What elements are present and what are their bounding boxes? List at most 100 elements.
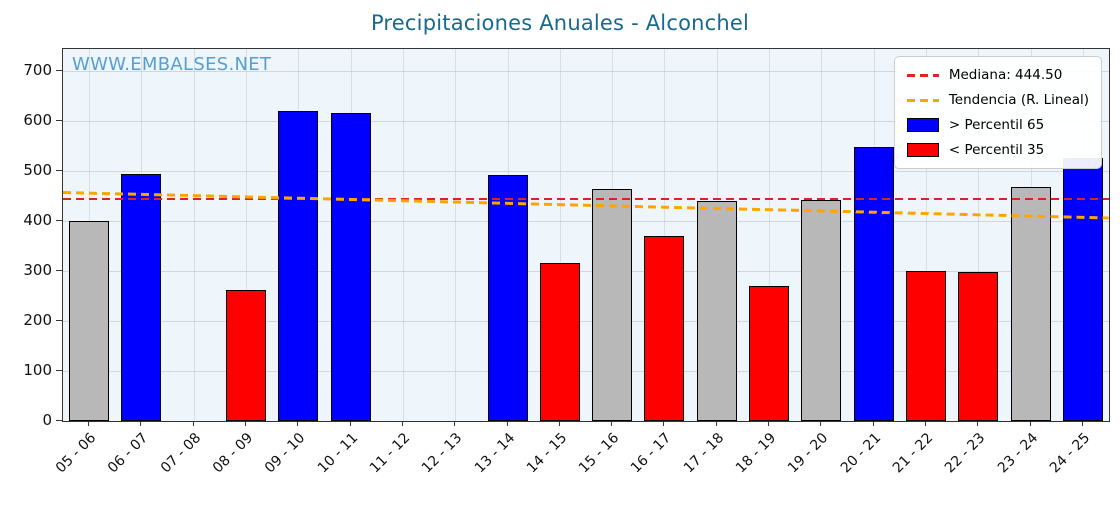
x-tick-mark: [192, 421, 194, 426]
bar-06-07: [121, 173, 162, 421]
y-tick-mark: [56, 70, 62, 71]
high-percentile-swatch: [906, 118, 939, 132]
gridline-v: [246, 49, 248, 421]
x-tick-mark: [245, 421, 247, 426]
x-tick-mark: [454, 421, 456, 426]
x-tick-label: 15 - 16: [576, 430, 623, 477]
y-tick-mark: [56, 170, 62, 171]
bar-20-21: [853, 147, 894, 421]
x-tick-mark: [1029, 421, 1031, 426]
x-tick-label: 20 - 21: [837, 430, 884, 477]
y-tick-label: 300: [23, 261, 52, 279]
x-tick-label: 23 - 24: [994, 430, 1041, 477]
chart-title: Precipitaciones Anuales - Alconchel: [370, 11, 750, 35]
x-tick-label: 12 - 13: [419, 430, 466, 477]
median-line: [63, 197, 1109, 200]
legend-low-label: < Percentil 35: [948, 142, 1045, 158]
x-tick-mark: [1081, 421, 1083, 426]
gridline-v: [193, 49, 195, 421]
bar-17-18: [696, 201, 737, 421]
y-tick-label: 500: [23, 161, 52, 179]
bar-23-24: [1010, 186, 1051, 421]
gridline-h: [63, 171, 1109, 172]
legend-item-trend: Tendencia (R. Lineal): [906, 92, 1089, 108]
legend-item-median: Mediana: 444.50: [906, 67, 1089, 83]
bar-05-06: [69, 221, 110, 421]
gridline-h: [63, 321, 1109, 322]
x-tick-label: 16 - 17: [628, 430, 675, 477]
legend-median-label: Mediana: 444.50: [948, 67, 1063, 83]
gridline-h: [63, 371, 1109, 372]
x-tick-mark: [349, 421, 351, 426]
y-tick-label: 700: [23, 61, 52, 79]
x-tick-mark: [820, 421, 822, 426]
y-tick-mark: [56, 320, 62, 321]
y-tick-mark: [56, 220, 62, 221]
gridline-v: [925, 49, 927, 421]
bar-09-10: [278, 110, 319, 421]
legend-item-low: < Percentil 35: [906, 142, 1089, 158]
x-tick-label: 14 - 15: [523, 430, 571, 477]
bar-15-16: [592, 189, 633, 421]
watermark: WWW.EMBALSES.NET: [72, 54, 272, 75]
x-tick-label: 18 - 19: [732, 430, 780, 477]
x-tick-mark: [88, 421, 90, 426]
bar-22-23: [958, 272, 999, 421]
bar-14-15: [539, 262, 580, 421]
median-line-swatch: [906, 73, 939, 77]
legend: Mediana: 444.50 Tendencia (R. Lineal) > …: [893, 56, 1102, 169]
x-tick-label: 08 - 09: [209, 430, 257, 477]
x-tick-mark: [401, 421, 403, 426]
x-tick-mark: [663, 421, 665, 426]
x-tick-mark: [768, 421, 770, 426]
x-tick-label: 06 - 07: [105, 430, 152, 477]
x-tick-mark: [977, 421, 979, 426]
y-tick-mark: [56, 420, 62, 421]
plot-area: WWW.EMBALSES.NET Mediana: 444.50 Tendenc…: [62, 48, 1110, 422]
y-tick-mark: [56, 370, 62, 371]
x-tick-mark: [872, 421, 874, 426]
y-tick-label: 400: [23, 211, 52, 229]
x-tick-label: 24 - 25: [1046, 430, 1094, 477]
gridline-h: [63, 121, 1109, 122]
x-tick-label: 22 - 23: [942, 430, 989, 477]
gridline-v: [559, 49, 561, 421]
x-tick-mark: [140, 421, 142, 426]
gridline-v: [664, 49, 666, 421]
x-tick-label: 17 - 18: [680, 430, 728, 477]
x-tick-label: 09 - 10: [262, 430, 309, 477]
gridline-h: [63, 271, 1109, 272]
gridline-v: [769, 49, 771, 421]
y-tick-mark: [56, 270, 62, 271]
x-tick-label: 13 - 14: [471, 430, 518, 477]
y-tick-mark: [56, 120, 62, 121]
bar-13-14: [487, 175, 528, 421]
gridline-v: [978, 49, 980, 421]
x-tick-mark: [611, 421, 613, 426]
legend-item-high: > Percentil 65: [906, 117, 1089, 133]
y-tick-label: 200: [23, 311, 52, 329]
bar-18-19: [749, 286, 790, 421]
x-tick-mark: [506, 421, 508, 426]
trend-line: [62, 191, 1110, 219]
bar-10-11: [330, 113, 371, 421]
bar-08-09: [226, 290, 267, 421]
y-tick-label: 100: [23, 361, 52, 379]
low-percentile-swatch: [906, 143, 939, 157]
bar-24-25: [1062, 158, 1103, 421]
x-tick-mark: [924, 421, 926, 426]
gridline-h: [63, 221, 1109, 222]
bar-16-17: [644, 235, 685, 421]
x-tick-mark: [715, 421, 717, 426]
gridline-v: [455, 49, 457, 421]
x-tick-label: 10 - 11: [314, 430, 361, 477]
x-tick-label: 21 - 22: [889, 430, 937, 477]
gridline-v: [402, 49, 404, 421]
x-tick-label: 05 - 06: [53, 430, 100, 477]
legend-high-label: > Percentil 65: [948, 117, 1045, 133]
x-tick-mark: [297, 421, 299, 426]
x-tick-label: 07 - 08: [157, 430, 205, 477]
bar-19-20: [801, 199, 842, 421]
gridline-h: [63, 71, 1109, 72]
legend-trend-label: Tendencia (R. Lineal): [948, 92, 1089, 108]
